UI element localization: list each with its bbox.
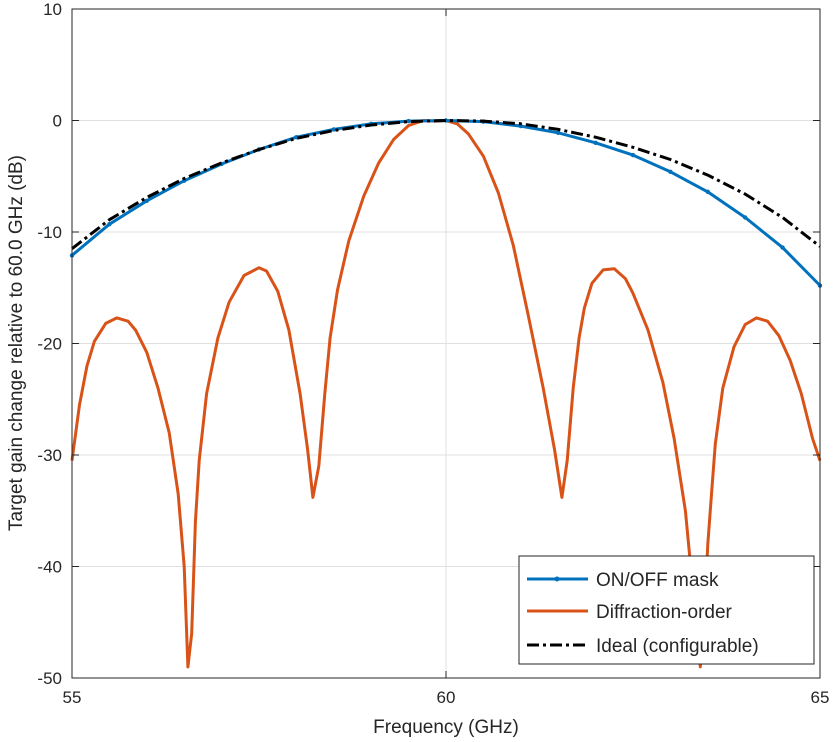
x-axis-label: Frequency (GHz): [373, 717, 519, 738]
series-line-ideal-configurable: [71, 119, 821, 250]
y-tick-label: -20: [37, 335, 62, 354]
data-point-on-off-mask: [705, 189, 710, 195]
x-tick-label: 60: [437, 688, 456, 707]
y-tick-label: 10: [43, 0, 62, 19]
data-point-on-off-mask: [668, 169, 673, 174]
legend-label-on-off-mask: ON/OFF mask: [596, 570, 719, 591]
x-tick-label: 55: [63, 688, 82, 707]
data-point-on-off-mask: [144, 198, 149, 203]
y-axis-label: Target gain change relative to 60.0 GHz …: [6, 155, 27, 531]
legend-label-ideal-configurable: Ideal (configurable): [596, 636, 759, 657]
legend-label-diffraction-order: Diffraction-order: [596, 602, 733, 623]
y-tick-label: -30: [37, 446, 62, 465]
data-point-on-off-mask: [556, 130, 561, 135]
legend: ON/OFF mask Diffraction-order Ideal (con…: [518, 555, 815, 665]
y-tick-label: -50: [37, 669, 62, 688]
y-tick-label: 0: [53, 112, 62, 131]
data-point-on-off-mask: [331, 127, 336, 132]
y-tick-label: -10: [37, 223, 62, 242]
y-tick-label: -40: [37, 558, 62, 577]
data-point-on-off-mask: [593, 140, 598, 145]
legend-marker-on-off-mask: [554, 576, 560, 582]
x-tick-label: 65: [811, 688, 830, 707]
data-point-on-off-mask: [406, 118, 411, 124]
data-point-on-off-mask: [630, 152, 636, 158]
data-point-on-off-mask: [743, 215, 748, 220]
data-point-on-off-mask: [107, 221, 112, 227]
data-point-on-off-mask: [780, 245, 785, 250]
